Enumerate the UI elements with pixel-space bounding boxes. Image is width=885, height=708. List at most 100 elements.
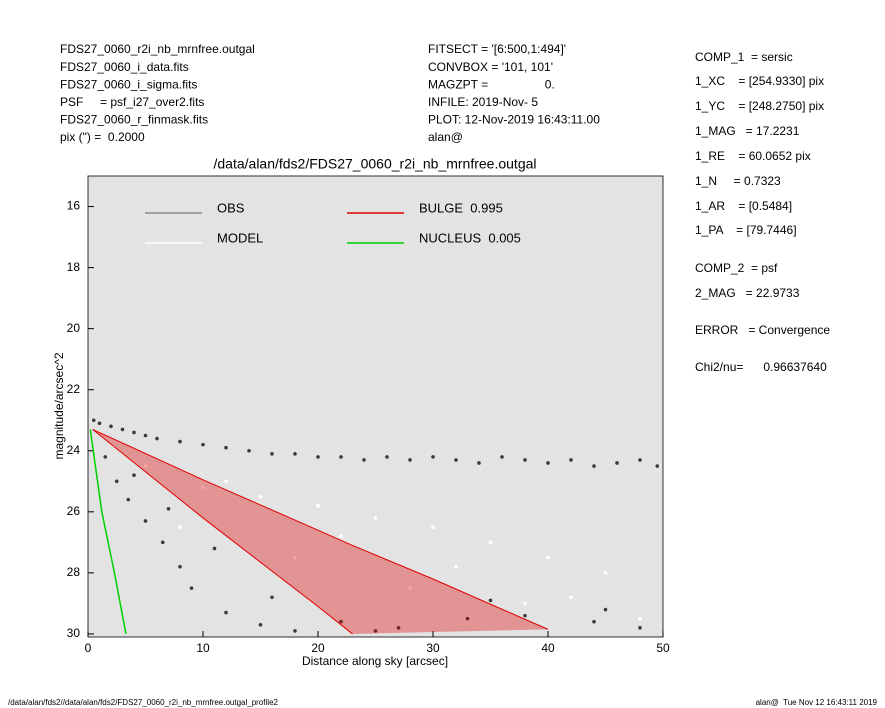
data-point xyxy=(615,461,619,465)
data-point xyxy=(166,506,171,511)
data-point xyxy=(373,516,378,520)
data-point xyxy=(569,595,573,600)
data-point xyxy=(103,455,108,459)
data-point xyxy=(454,564,458,569)
data-point xyxy=(212,546,217,551)
header-line: alan@ xyxy=(428,130,463,144)
data-point xyxy=(143,464,148,468)
y-tick-label: 28 xyxy=(67,565,81,579)
data-point xyxy=(592,619,596,624)
fit-parameter: 1_PA = [79.7446] xyxy=(695,223,797,237)
fit-parameter: ERROR = Convergence xyxy=(695,323,830,337)
data-point xyxy=(258,494,263,499)
data-point xyxy=(488,540,493,545)
data-point xyxy=(270,452,274,456)
x-tick-label: 50 xyxy=(656,641,670,655)
header-line: FDS27_0060_i_data.fits xyxy=(60,60,189,74)
data-point xyxy=(109,424,113,429)
y-tick-label: 16 xyxy=(67,199,81,213)
header-line: FDS27_0060_r_finmask.fits xyxy=(60,113,208,127)
model-line xyxy=(89,429,127,635)
x-tick-label: 40 xyxy=(541,641,555,655)
header-line: FDS27_0060_r2i_nb_mrnfree.outgal xyxy=(60,42,255,56)
data-point xyxy=(316,455,320,459)
data-point xyxy=(385,455,389,459)
data-point xyxy=(132,473,136,477)
data-point xyxy=(488,598,493,603)
data-point xyxy=(339,534,343,539)
header-line: pix (") = 0.2000 xyxy=(60,130,145,144)
data-point xyxy=(293,555,297,560)
data-point xyxy=(97,421,102,426)
chart-title: /data/alan/fds2/FDS27_0060_r2i_nb_mrnfre… xyxy=(214,156,537,172)
data-point xyxy=(465,616,470,621)
data-point xyxy=(258,622,263,627)
data-point xyxy=(408,458,412,462)
band-edge xyxy=(92,428,549,630)
data-point xyxy=(523,458,527,462)
header-line: INFILE: 2019-Nov- 5 xyxy=(428,95,538,109)
fit-parameter: COMP_1 = sersic xyxy=(695,50,793,64)
data-point xyxy=(477,461,481,465)
data-point xyxy=(201,442,205,447)
data-point xyxy=(224,610,228,615)
data-point xyxy=(655,464,660,468)
fit-parameter: Chi2/nu= 0.96637640 xyxy=(695,360,827,374)
data-point xyxy=(638,626,642,630)
data-point xyxy=(431,525,435,529)
plot-area xyxy=(87,175,664,638)
legend-label: NUCLEUS 0.005 xyxy=(419,230,521,245)
footer-right: alan@ Tue Nov 12 16:43:11 2019 xyxy=(756,698,878,707)
x-tick-label: 10 xyxy=(196,641,210,655)
data-point xyxy=(114,479,119,484)
legend-label: OBS xyxy=(217,200,245,215)
fit-parameter: 1_RE = 60.0652 pix xyxy=(695,149,811,163)
y-tick-label: 24 xyxy=(67,443,81,457)
data-point xyxy=(431,455,435,459)
data-point xyxy=(454,458,458,462)
data-point xyxy=(592,464,596,468)
band-edge xyxy=(92,429,353,635)
data-point xyxy=(546,555,550,560)
data-point xyxy=(316,503,320,508)
data-point xyxy=(178,439,182,444)
data-point xyxy=(120,427,125,432)
data-point xyxy=(160,540,165,545)
data-point xyxy=(201,485,205,490)
fit-parameter: 2_MAG = 22.9733 xyxy=(695,286,800,300)
header-line: PLOT: 12-Nov-2019 16:43:11.00 xyxy=(428,113,600,127)
data-point xyxy=(293,452,297,456)
data-point xyxy=(373,629,378,633)
x-tick-label: 20 xyxy=(311,641,325,655)
header-line: PSF = psf_i27_over2.fits xyxy=(60,95,204,109)
fit-parameter: 1_XC = [254.9330] pix xyxy=(695,74,824,88)
header-line: CONVBOX = '101, 101' xyxy=(428,60,553,74)
y-tick-label: 22 xyxy=(67,382,81,396)
fit-parameter: 1_YC = [248.2750] pix xyxy=(695,99,824,113)
data-point xyxy=(523,613,527,618)
fit-parameter: 1_AR = [0.5484] xyxy=(695,199,792,213)
y-tick-label: 30 xyxy=(67,626,81,640)
data-point xyxy=(638,616,642,621)
data-point xyxy=(189,586,194,590)
legend-label: BULGE 0.995 xyxy=(419,200,503,215)
data-point xyxy=(132,430,136,435)
header-line: FDS27_0060_i_sigma.fits xyxy=(60,77,197,91)
footer-left: /data/alan/fds2//data/alan/fds2/FDS27_00… xyxy=(8,698,279,707)
data-point xyxy=(178,525,182,529)
data-point xyxy=(224,445,228,450)
y-tick-label: 26 xyxy=(67,504,81,518)
plot-content xyxy=(89,418,660,635)
data-point xyxy=(546,461,550,465)
fit-parameter: 1_MAG = 17.2231 xyxy=(695,124,800,138)
data-point xyxy=(91,418,96,423)
data-point xyxy=(224,479,228,484)
legend-label: MODEL xyxy=(217,230,263,245)
data-point xyxy=(270,595,274,600)
header-line: FITSECT = '[6:500,1:494]' xyxy=(428,42,566,56)
data-point xyxy=(247,448,251,453)
data-point xyxy=(603,571,608,575)
y-axis-label: magnitude/arcsec^2 xyxy=(52,352,66,459)
data-point xyxy=(178,564,182,569)
